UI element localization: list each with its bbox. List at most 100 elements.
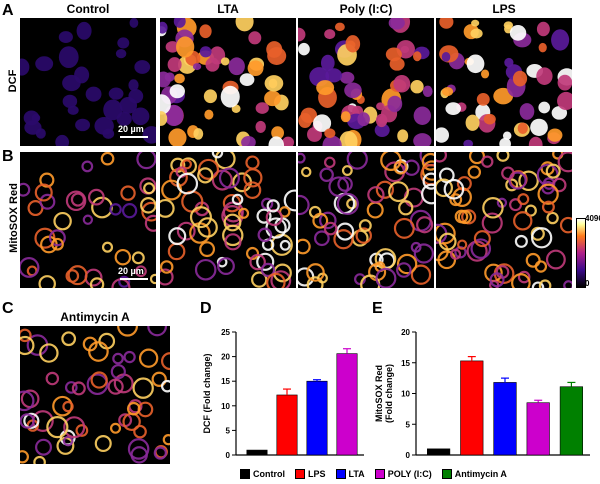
cell: [320, 54, 335, 71]
cell: [58, 46, 79, 69]
antimycin-title: Antimycin A: [60, 310, 130, 324]
cell: [518, 170, 539, 192]
cell: [337, 176, 353, 192]
cell: [354, 273, 366, 286]
cell: [466, 54, 485, 74]
micrograph-antimycin: [20, 326, 170, 464]
cell: [537, 183, 559, 205]
cell: [251, 271, 268, 288]
cell: [319, 211, 337, 230]
cell: [94, 435, 112, 453]
cell: [398, 200, 414, 216]
cell: [499, 137, 511, 146]
cell: [214, 152, 236, 170]
micrograph-mitosox-lps: [436, 152, 572, 288]
cell: [90, 371, 108, 389]
cell: [89, 277, 105, 288]
cell: [256, 208, 272, 224]
cell: [470, 238, 492, 259]
cell: [298, 238, 311, 255]
cell: [496, 152, 510, 162]
cell: [467, 165, 482, 179]
cell: [101, 241, 114, 253]
y-axis-label: (Fold change): [384, 364, 394, 423]
panel-letter-d: D: [200, 300, 212, 317]
cell: [147, 326, 168, 337]
cell: [131, 251, 145, 265]
cell: [120, 185, 136, 201]
cell: [508, 171, 527, 190]
cell: [413, 106, 432, 125]
row-label-mitosox: MitoSOX Red: [8, 183, 20, 253]
cell: [27, 200, 44, 217]
cell: [312, 212, 329, 229]
cell: [130, 446, 148, 464]
cell: [374, 248, 397, 270]
cell: [468, 152, 485, 165]
y-tick-label: 10: [401, 390, 410, 399]
cell: [245, 155, 260, 170]
cell: [238, 207, 250, 219]
cell: [387, 95, 403, 113]
colorbar: [576, 218, 586, 288]
cells-mitosox-control: [20, 152, 156, 288]
cell: [538, 101, 551, 114]
cell: [367, 186, 385, 204]
cell: [33, 455, 46, 464]
cell: [306, 276, 324, 288]
cell: [501, 166, 515, 181]
cell: [112, 352, 124, 365]
cell: [324, 29, 336, 40]
cell: [334, 22, 345, 32]
cell: [282, 136, 295, 146]
bar-poly-i-c-: [336, 353, 358, 456]
legend-item: LPS: [295, 469, 326, 479]
cell: [133, 424, 147, 439]
cell: [257, 227, 273, 243]
cell: [58, 31, 73, 43]
micrograph-dcf-lta: [160, 18, 296, 146]
cell: [456, 176, 472, 192]
cell: [167, 242, 186, 261]
cell: [181, 159, 192, 170]
cell: [160, 21, 168, 34]
cell: [512, 70, 528, 87]
micrograph-dcf-lps: [436, 18, 572, 146]
cell: [421, 183, 434, 205]
cell: [141, 201, 156, 222]
cell: [20, 328, 32, 343]
cells-dcf-polyic: [298, 18, 433, 146]
cell: [557, 74, 572, 91]
cell: [396, 253, 418, 275]
cell: [546, 211, 559, 225]
legend-item: LTA: [335, 469, 365, 479]
cell: [169, 84, 185, 99]
cell: [121, 203, 138, 219]
y-axis-label: MitoSOX Red: [374, 365, 384, 422]
cell: [119, 96, 138, 114]
cell: [557, 152, 572, 173]
cell: [46, 416, 69, 439]
cell: [328, 176, 350, 198]
cell: [298, 267, 315, 287]
cell: [376, 102, 385, 111]
cell: [538, 279, 552, 288]
cell: [222, 224, 244, 247]
cell: [336, 192, 359, 216]
cell: [235, 18, 254, 32]
cell: [366, 201, 384, 219]
cell: [388, 18, 405, 30]
cell: [142, 126, 156, 144]
cell: [23, 412, 40, 429]
cell: [110, 364, 126, 380]
column-header-lta: LTA: [217, 2, 239, 16]
y-axis-label: DCF (Fold change): [202, 354, 212, 434]
cell: [39, 193, 56, 210]
bar-antimycin-a: [559, 386, 583, 456]
cell: [502, 131, 512, 140]
cell: [457, 209, 473, 225]
cell: [136, 152, 156, 170]
cell: [243, 168, 263, 188]
cell: [421, 152, 434, 171]
cell: [82, 214, 94, 225]
